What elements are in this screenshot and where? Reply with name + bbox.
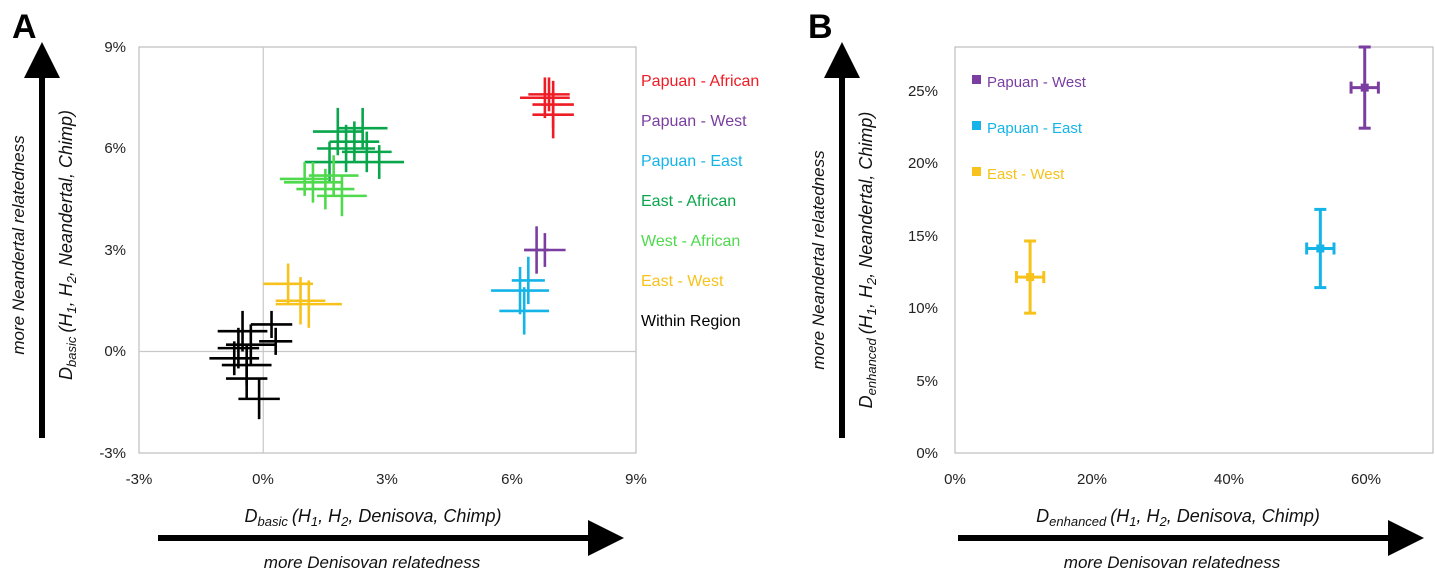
data-point	[1316, 244, 1325, 253]
series-east-west	[263, 263, 342, 328]
legend-item: Papuan - African	[641, 73, 759, 90]
y-tick-b: 0%	[916, 445, 938, 462]
plot-frame-b	[954, 46, 1434, 454]
series-west-african	[279, 155, 367, 217]
series-papuan-west	[1349, 45, 1380, 130]
series-within-region	[209, 310, 293, 420]
legend-item: West - African	[641, 233, 740, 250]
panel-a-letter: A	[12, 8, 37, 46]
x-tick-b: 60%	[1351, 471, 1381, 488]
y-tick-a: 9%	[104, 39, 126, 56]
y-tick-a: 0%	[104, 343, 126, 360]
y-arrow-label-b: more Neandertal relatedness	[809, 150, 828, 370]
y-axis-label-b: Denhanced(H1, H2, Neandertal, Chimp)	[856, 112, 879, 409]
x-tick-a: 0%	[252, 471, 274, 488]
legend-item: Within Region	[641, 313, 741, 330]
x-axis-label-a: Dbasic (H1, H2, Denisova, Chimp)	[245, 506, 502, 529]
legend-item: East - West	[987, 166, 1065, 183]
x-tick-b: 20%	[1077, 471, 1107, 488]
x-tick-a: 3%	[376, 471, 398, 488]
plot-area-b	[1014, 45, 1380, 315]
data-point	[1026, 273, 1035, 282]
legend-b: Papuan - West Papuan - East East - West	[972, 74, 1087, 183]
x-arrow-label-a: more Denisovan relatedness	[264, 553, 481, 572]
x-tick-a: -3%	[126, 471, 153, 488]
y-tick-a: -3%	[99, 445, 126, 462]
y-arrow-label-a: more Neandertal relatedness	[9, 135, 28, 355]
plot-frame-a	[138, 46, 637, 454]
legend-swatch	[972, 75, 981, 84]
legend-item: Papuan - East	[641, 153, 743, 170]
panel-a: A more Neandertal relatedness Dbasic(H1,…	[9, 8, 759, 572]
legend-item: Papuan - West	[987, 74, 1087, 91]
y-tick-b: 25%	[908, 83, 938, 100]
plot-area-a	[139, 47, 636, 453]
x-tick-b: 0%	[944, 471, 966, 488]
y-tick-b: 15%	[908, 228, 938, 245]
y-tick-b: 5%	[916, 373, 938, 390]
y-axis-label-a: Dbasic(H1, H2, Neandertal, Chimp)	[56, 110, 79, 380]
series-east-african	[304, 107, 405, 183]
panel-b: B more Neandertal relatedness Denhanced(…	[808, 8, 1434, 572]
data-point	[1360, 83, 1369, 92]
series-papuan-east	[491, 256, 550, 335]
y-tick-a: 6%	[104, 140, 126, 157]
y-tick-b: 10%	[908, 300, 938, 317]
series-papuan-west	[524, 226, 566, 274]
legend-swatch	[972, 121, 981, 130]
y-tick-a: 3%	[104, 242, 126, 259]
series-papuan-east	[1305, 207, 1336, 290]
legend-a: Papuan - African Papuan - West Papuan - …	[641, 73, 759, 330]
panel-b-letter: B	[808, 8, 833, 46]
series-papuan-african	[520, 77, 574, 139]
legend-item: Papuan - West	[641, 113, 747, 130]
series-east-west	[1014, 239, 1046, 315]
legend-item: East - African	[641, 193, 736, 210]
x-tick-a: 9%	[625, 471, 647, 488]
x-arrow-label-b: more Denisovan relatedness	[1064, 553, 1281, 572]
legend-swatch	[972, 167, 981, 176]
x-axis-label-b: Denhanced (H1, H2, Denisova, Chimp)	[1036, 506, 1320, 529]
legend-item: Papuan - East	[987, 120, 1083, 137]
y-tick-b: 20%	[908, 155, 938, 172]
x-tick-a: 6%	[501, 471, 523, 488]
legend-item: East - West	[641, 273, 724, 290]
x-tick-b: 40%	[1214, 471, 1244, 488]
